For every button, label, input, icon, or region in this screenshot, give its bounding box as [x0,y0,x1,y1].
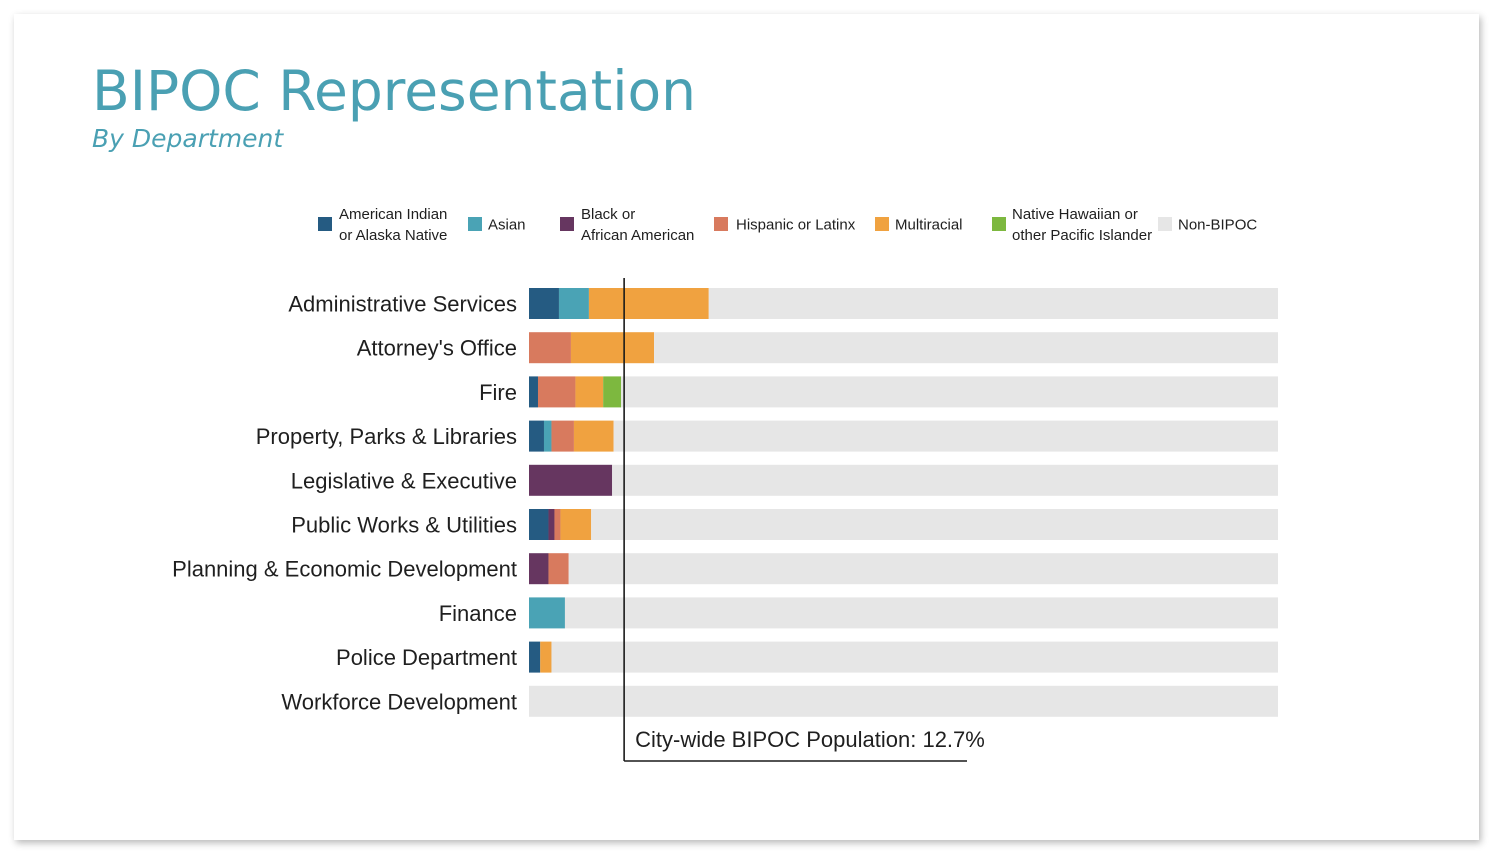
bar-segment-r2-s4 [575,376,604,408]
category-label-5: Public Works & Utilities [291,513,517,538]
bar-segment-r2-s5 [603,376,622,408]
category-label-3: Property, Parks & Libraries [256,424,517,449]
legend-swatch-0 [318,217,332,231]
bar-segment-r3-s3 [551,420,574,452]
bar-segment-r1-s3 [529,332,571,364]
bar-segment-r2-s6 [621,376,1278,408]
legend-label-2: Black or African American [581,206,694,244]
bar-segment-r8-s0 [529,641,541,673]
category-label-7: Finance [439,601,517,626]
page-subtitle: By Department [92,124,284,153]
bar-segment-r4-s6 [612,464,1278,496]
category-label-9: Workforce Development [281,689,517,714]
bar-segment-r5-s0 [529,509,549,540]
bar-segment-r2-s3 [537,376,576,408]
bar-segment-r4-s2 [529,464,613,496]
category-label-2: Fire [479,380,517,405]
legend-label-3: Hispanic or Latinx [736,217,856,234]
bar-segment-r5-s6 [591,509,1278,540]
legend-swatch-4 [875,217,889,231]
bar-segment-r0-s1 [558,288,589,319]
legend-label-5: Native Hawaiian or other Pacific Islander [1012,206,1152,244]
legend-label-1: Asian [488,217,526,234]
bar-segment-r6-s3 [548,553,569,585]
legend-swatch-5 [992,217,1006,231]
bar-segment-r3-s6 [613,420,1278,452]
category-label-8: Police Department [336,645,517,670]
bar-segment-r2-s0 [529,376,538,408]
bar-segment-r8-s4 [540,641,552,673]
bar-segment-r3-s4 [573,420,614,452]
bar-segment-r6-s6 [568,553,1278,585]
bar-segment-r9-s6 [529,685,1278,717]
legend-swatch-6 [1158,217,1172,231]
legend-swatch-2 [560,217,574,231]
bar-segment-r7-s6 [564,597,1278,629]
legend-label-4: Multiracial [895,217,963,234]
bar-segment-r0-s0 [529,288,559,319]
category-label-4: Legislative & Executive [291,468,517,493]
legend-label-0: American Indian or Alaska Native [339,206,447,244]
bar-segment-r3-s1 [543,420,552,452]
bar-segment-r0-s6 [708,288,1278,319]
bar-segment-r3-s0 [529,420,544,452]
category-label-6: Planning & Economic Development [172,557,517,582]
legend-label-6: Non-BIPOC [1178,217,1257,234]
bar-segment-r1-s4 [570,332,655,364]
page-title: BIPOC Representation [92,59,697,123]
category-axis-labels: Administrative Services Attorney's Office… [172,292,517,715]
bar-segment-r5-s3 [554,509,561,540]
legend-swatch-1 [468,217,482,231]
legend-swatch-3 [714,217,728,231]
bar-segment-r7-s1 [529,597,565,629]
category-label-0: Administrative Services [288,292,517,317]
chart-legend: American Indian or Alaska Native Asian Blac… [318,206,1257,244]
bar-segment-r5-s2 [548,509,555,540]
bars-area [529,288,1278,717]
bar-segment-r1-s6 [654,332,1278,364]
category-label-1: Attorney's Office [357,336,517,361]
bar-segment-r0-s4 [588,288,709,319]
bar-segment-r8-s6 [551,641,1278,673]
reference-line-label: City-wide BIPOC Population: 12.7% [635,727,985,752]
reference-line-group: City-wide BIPOC Population: 12.7% [623,278,985,762]
bar-segment-r5-s4 [560,509,592,540]
bar-segment-r6-s2 [529,553,549,585]
